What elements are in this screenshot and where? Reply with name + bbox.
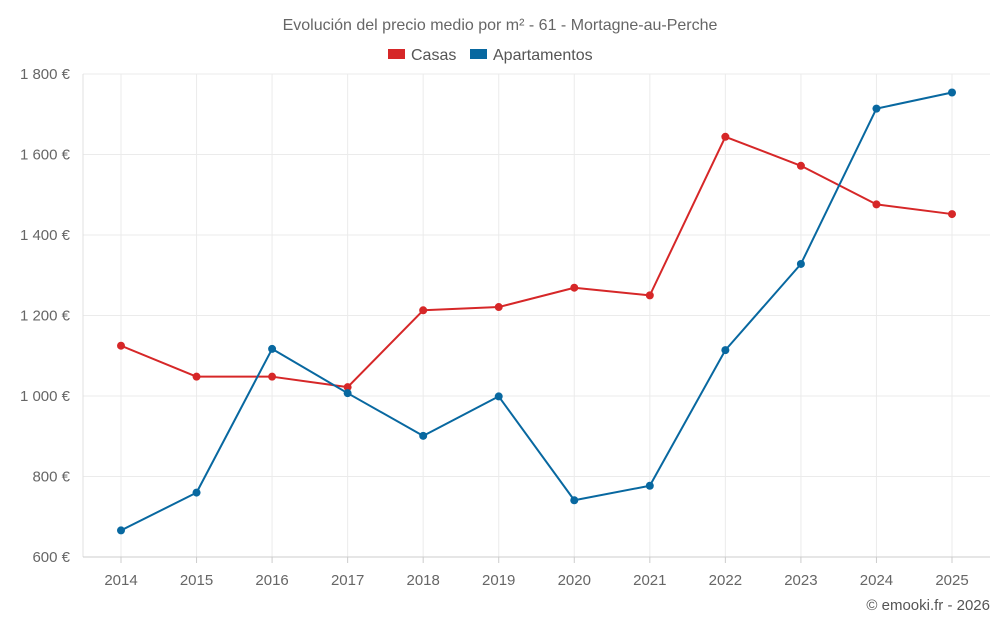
data-point-casas[interactable]: [343, 383, 352, 392]
data-point-apartamentos[interactable]: [872, 104, 881, 113]
data-point-apartamentos[interactable]: [494, 392, 503, 401]
legend-item-casas[interactable]: Casas: [388, 47, 456, 64]
data-point-casas[interactable]: [645, 291, 654, 300]
data-point-apartamentos[interactable]: [796, 259, 805, 268]
data-point-casas[interactable]: [494, 303, 503, 312]
axis-layer: 600 € 800 € 1 000 € 1 200 € 1 400 € 1 600 € 1 …: [20, 66, 990, 589]
x-tick-label: 2017: [331, 572, 364, 589]
y-tick-label: 1 200 €: [20, 308, 71, 325]
legend-label: Casas: [411, 47, 456, 64]
data-point-casas[interactable]: [192, 372, 201, 381]
chart-title: Evolución del precio medio por m² - 61 -…: [283, 17, 718, 34]
data-point-apartamentos[interactable]: [948, 88, 956, 97]
data-point-apartamentos[interactable]: [268, 344, 277, 353]
y-tick-label: 1 600 €: [20, 147, 71, 164]
legend-item-apartamentos[interactable]: Apartamentos: [470, 47, 593, 64]
x-tick-label: 2018: [406, 572, 439, 589]
data-point-casas[interactable]: [419, 306, 428, 315]
footer-credit: © emooki.fr - 2026: [866, 597, 990, 614]
data-point-casas[interactable]: [948, 210, 956, 219]
data-point-casas[interactable]: [796, 161, 805, 170]
data-point-apartamentos[interactable]: [117, 526, 125, 535]
data-point-casas[interactable]: [268, 372, 277, 381]
x-tick-label: 2022: [709, 572, 742, 589]
x-tick-label: 2019: [482, 572, 515, 589]
data-point-casas[interactable]: [872, 200, 881, 209]
y-tick-label: 1 400 €: [20, 227, 71, 244]
legend-label: Apartamentos: [493, 47, 593, 64]
legend: Casas Apartamentos: [388, 47, 593, 64]
x-tick-label: 2021: [633, 572, 666, 589]
legend-swatch: [470, 49, 487, 59]
data-point-casas[interactable]: [721, 132, 730, 141]
x-tick-label: 2025: [935, 572, 968, 589]
series-line-apartamentos: [120, 91, 953, 532]
x-tick-label: 2015: [180, 572, 213, 589]
data-point-casas[interactable]: [117, 341, 125, 350]
series-line-casas: [120, 135, 953, 389]
data-point-apartamentos[interactable]: [343, 389, 352, 398]
data-point-apartamentos[interactable]: [721, 346, 730, 355]
data-point-apartamentos[interactable]: [645, 481, 654, 490]
x-tick-label: 2024: [860, 572, 893, 589]
x-tick-label: 2016: [255, 572, 288, 589]
data-point-apartamentos[interactable]: [570, 496, 579, 505]
y-tick-label: 1 800 €: [20, 66, 71, 83]
x-tick-label: 2023: [784, 572, 817, 589]
data-point-casas[interactable]: [570, 283, 579, 292]
data-point-apartamentos[interactable]: [192, 488, 201, 497]
x-tick-label: 2020: [558, 572, 591, 589]
y-tick-label: 600 €: [32, 549, 70, 566]
legend-swatch: [388, 49, 405, 59]
y-tick-label: 1 000 €: [20, 388, 71, 405]
y-tick-label: 800 €: [32, 469, 70, 486]
grid-layer: [83, 73, 990, 558]
x-tick-label: 2014: [104, 572, 137, 589]
series-layer: [117, 88, 956, 535]
data-point-apartamentos[interactable]: [419, 431, 428, 440]
